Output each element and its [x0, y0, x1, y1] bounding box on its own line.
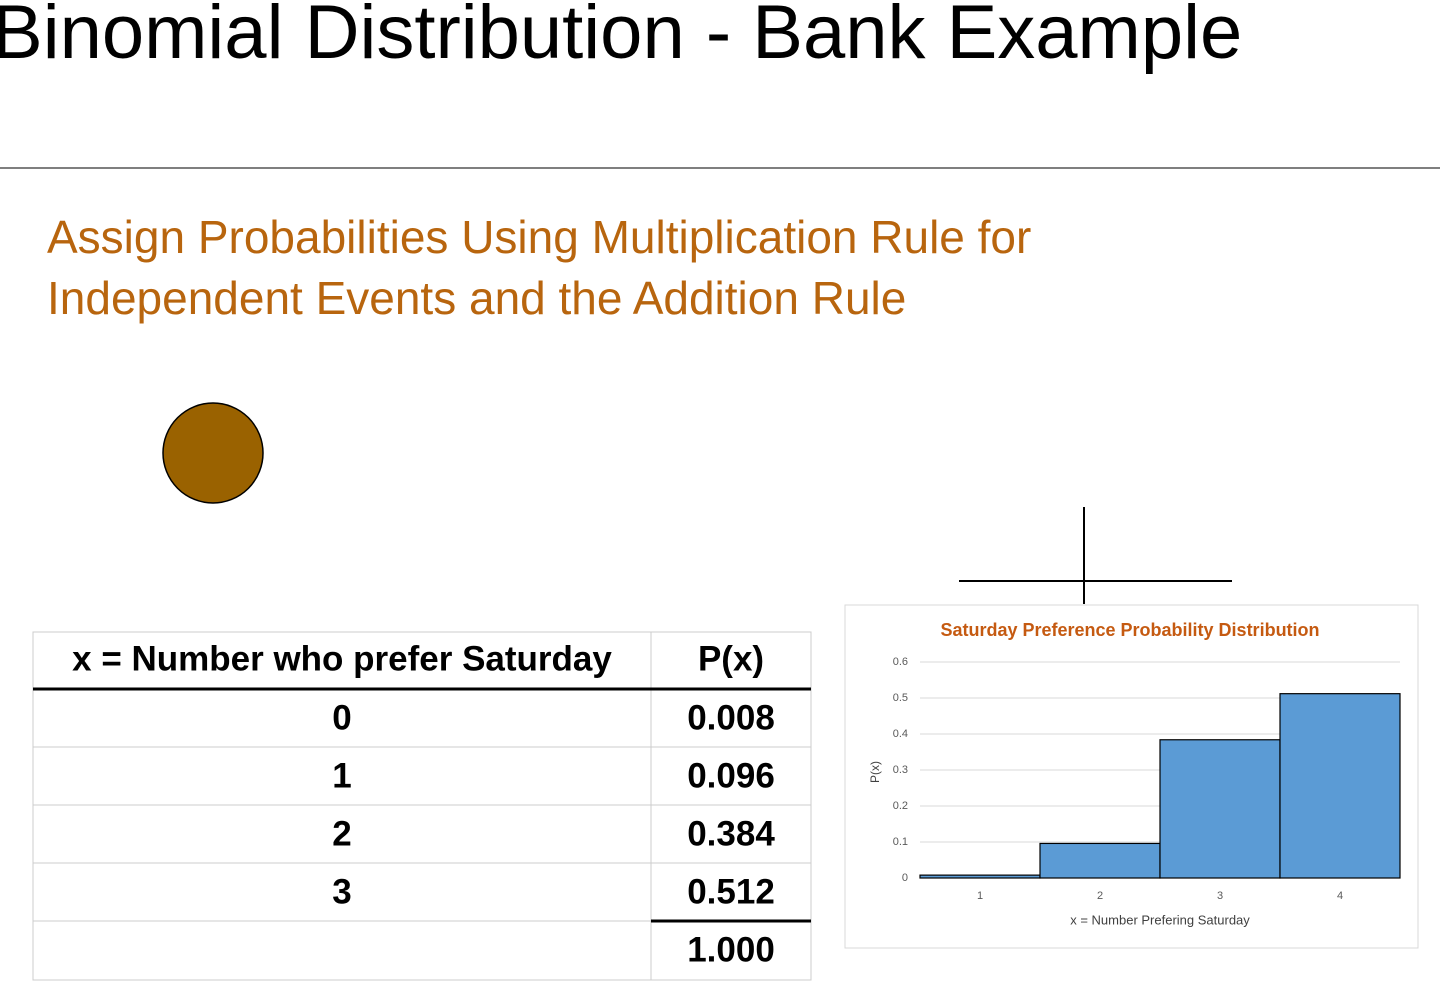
- bar: [1039, 842, 1161, 879]
- table-cell: 1: [332, 756, 351, 795]
- y-axis-label: P(x): [868, 761, 882, 783]
- chart-title: Saturday Preference Probability Distribu…: [940, 620, 1319, 640]
- table-cell: 0.008: [687, 698, 775, 737]
- table-total: 1.000: [687, 930, 775, 969]
- bar: [1279, 693, 1401, 879]
- bar: [1159, 739, 1281, 879]
- x-tick-label: 3: [1217, 890, 1223, 902]
- y-tick-label: 0.6: [893, 656, 908, 668]
- x-tick-label: 1: [977, 890, 983, 902]
- table-cell: 0: [332, 698, 351, 737]
- table: [32, 631, 812, 981]
- table-cell: 0.384: [687, 814, 775, 853]
- y-tick-label: 0.1: [893, 836, 908, 848]
- y-tick-label: 0: [902, 872, 908, 884]
- table-cell: 0.096: [687, 756, 775, 795]
- table-header: x = Number who prefer Saturday: [72, 639, 612, 678]
- y-tick-label: 0.2: [893, 800, 908, 812]
- x-axis-label: x = Number Prefering Saturday: [1070, 912, 1250, 927]
- table-cell: 2: [332, 814, 351, 853]
- bar: [919, 874, 1041, 879]
- slide-title: Binomial Distribution - Bank Example: [0, 0, 1242, 75]
- table-cell: 3: [332, 872, 351, 911]
- x-tick-label: 4: [1337, 890, 1343, 902]
- y-tick-label: 0.5: [893, 692, 908, 704]
- y-tick-label: 0.3: [893, 764, 908, 776]
- y-tick-label: 0.4: [893, 728, 908, 740]
- subtitle-line: Assign Probabilities Using Multiplicatio…: [47, 211, 1031, 263]
- table-header: P(x): [698, 639, 764, 678]
- subtitle-line: Independent Events and the Addition Rule: [47, 272, 906, 324]
- circle-shape: [162, 402, 264, 504]
- x-tick-label: 2: [1097, 890, 1103, 902]
- table-cell: 0.512: [687, 872, 775, 911]
